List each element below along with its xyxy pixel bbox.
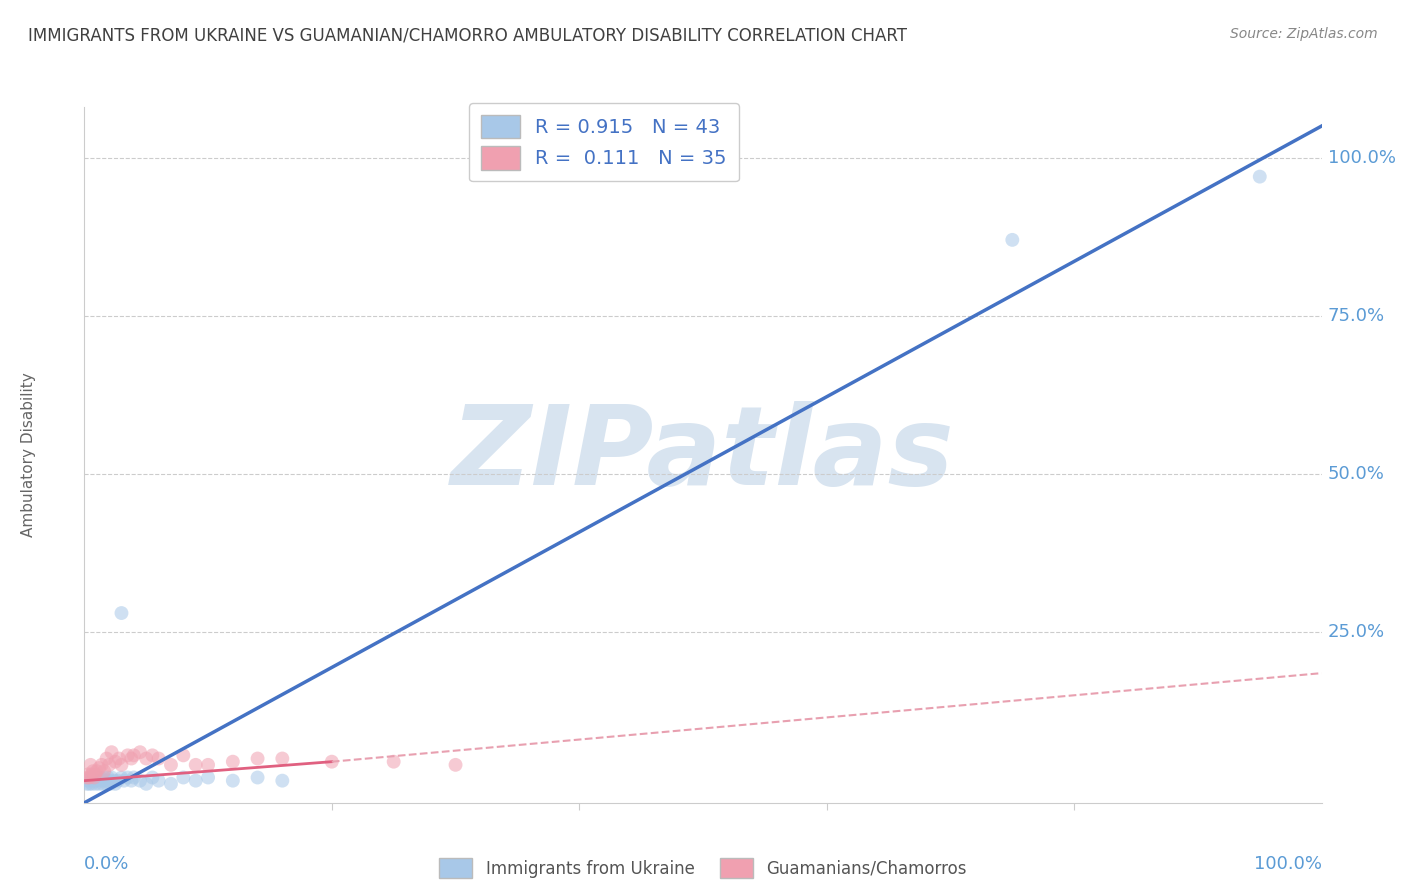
Point (96, 777, 118, 791)
Legend: Immigrants from Ukraine, Guamanians/Chamorros: Immigrants from Ukraine, Guamanians/Cham… (433, 851, 973, 885)
Point (98, 773, 121, 788)
Point (148, 773, 170, 788)
Point (83, 771, 105, 785)
Point (76, 771, 98, 785)
Point (444, 757, 467, 772)
Point (1001, 233, 1024, 247)
Point (97, 771, 120, 785)
Text: 25.0%: 25.0% (1327, 623, 1385, 641)
Text: 0.0%: 0.0% (84, 855, 129, 873)
Point (321, 755, 343, 769)
Point (117, 771, 139, 785)
Point (79, 757, 101, 772)
Point (98, 777, 121, 791)
Text: IMMIGRANTS FROM UKRAINE VS GUAMANIAN/CHAMORRO AMBULATORY DISABILITY CORRELATION : IMMIGRANTS FROM UKRAINE VS GUAMANIAN/CHA… (28, 27, 907, 45)
Point (79, 771, 101, 785)
Point (148, 751, 170, 765)
Point (222, 755, 245, 769)
Point (91, 777, 114, 791)
Point (108, 751, 131, 765)
Point (120, 773, 142, 788)
Point (89, 771, 111, 785)
Point (1249, 169, 1271, 184)
Point (84, 777, 107, 791)
Point (82, 773, 104, 788)
Point (93, 764, 115, 779)
Text: 50.0%: 50.0% (1327, 465, 1385, 483)
Point (90, 757, 112, 772)
Point (103, 773, 125, 788)
Point (135, 777, 157, 791)
Point (246, 771, 269, 785)
Point (172, 748, 194, 763)
Text: Ambulatory Disability: Ambulatory Disability (21, 373, 37, 537)
Point (197, 757, 219, 772)
Text: 100.0%: 100.0% (1254, 855, 1322, 873)
Point (87, 771, 110, 785)
Point (84, 767, 107, 781)
Point (96, 751, 118, 765)
Point (110, 771, 132, 785)
Point (197, 771, 219, 785)
Point (117, 748, 139, 763)
Text: ZIPatlas: ZIPatlas (451, 401, 955, 508)
Point (129, 745, 152, 759)
Point (98, 757, 121, 772)
Point (160, 777, 183, 791)
Point (77, 773, 100, 788)
Point (222, 773, 245, 788)
Point (110, 757, 132, 772)
Point (93, 771, 115, 785)
Point (141, 748, 163, 763)
Point (122, 771, 145, 785)
Point (80, 767, 103, 781)
Point (246, 751, 269, 765)
Point (100, 771, 122, 785)
Point (90, 773, 112, 788)
Point (77, 767, 100, 781)
Point (94, 773, 117, 788)
Point (86, 773, 108, 788)
Point (129, 773, 152, 788)
Point (82, 764, 104, 779)
Point (107, 773, 129, 788)
Point (76, 777, 98, 791)
Point (160, 757, 183, 772)
Point (141, 771, 163, 785)
Point (83, 771, 105, 785)
Point (135, 751, 157, 765)
Point (79, 771, 101, 785)
Point (110, 606, 132, 620)
Point (184, 773, 207, 788)
Point (382, 755, 405, 769)
Point (89, 761, 111, 775)
Point (122, 748, 145, 763)
Point (184, 757, 207, 772)
Text: 100.0%: 100.0% (1327, 149, 1396, 167)
Point (104, 777, 127, 791)
Point (100, 745, 122, 759)
Text: Source: ZipAtlas.com: Source: ZipAtlas.com (1230, 27, 1378, 41)
Point (89, 777, 111, 791)
Point (172, 771, 194, 785)
Point (271, 773, 294, 788)
Point (86, 764, 108, 779)
Point (120, 751, 142, 765)
Point (80, 777, 103, 791)
Text: 75.0%: 75.0% (1327, 307, 1385, 325)
Point (112, 773, 135, 788)
Point (271, 751, 294, 765)
Point (104, 755, 127, 769)
Point (79, 777, 101, 791)
